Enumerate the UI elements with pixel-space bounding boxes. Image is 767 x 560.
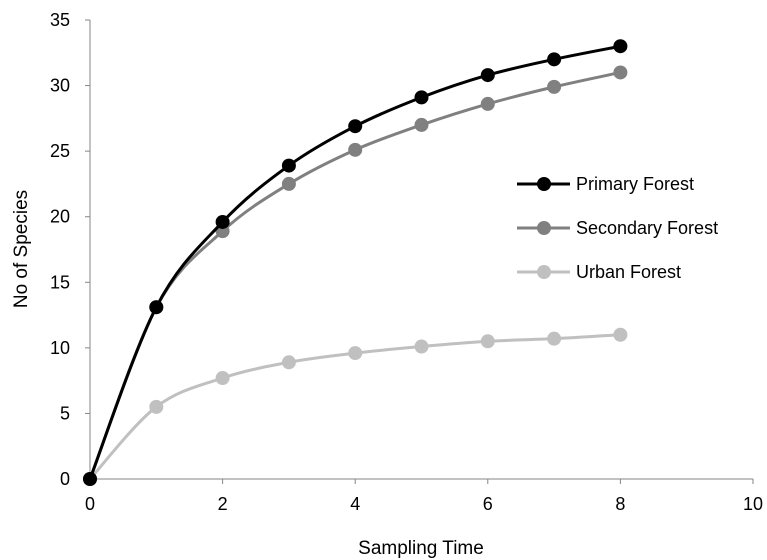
axes (89, 20, 753, 480)
y-tick-label: 35 (50, 10, 70, 30)
data-point-primary-forest (149, 300, 164, 315)
series-line-primary-forest (88, 44, 621, 480)
legend-item-urban-forest: Urban Forest (517, 262, 681, 282)
y-tick-label: 5 (60, 403, 70, 423)
data-point-primary-forest (547, 52, 562, 67)
x-tick-label: 2 (218, 494, 228, 514)
series-primary-forest (83, 39, 628, 486)
data-point-urban-forest (348, 346, 363, 361)
x-tick-label: 4 (350, 494, 360, 514)
series-urban-forest (83, 327, 628, 486)
legend-item-secondary-forest: Secondary Forest (517, 218, 718, 238)
data-point-secondary-forest (348, 142, 363, 157)
y-tick-label: 30 (50, 76, 70, 96)
y-tick-label: 15 (50, 272, 70, 292)
data-point-primary-forest (613, 39, 628, 54)
data-point-primary-forest (281, 158, 296, 173)
x-tick-label: 10 (743, 494, 763, 514)
data-point-urban-forest (215, 371, 230, 386)
y-tick-label: 0 (60, 469, 70, 489)
data-point-secondary-forest (414, 117, 429, 132)
data-point-urban-forest (414, 339, 429, 354)
legend-item-primary-forest: Primary Forest (517, 174, 694, 194)
data-point-secondary-forest (281, 176, 296, 191)
data-point-primary-forest (480, 68, 495, 83)
y-ticks: 0 5 10 15 20 25 30 35 (50, 10, 90, 489)
data-point-urban-forest (547, 331, 562, 346)
data-point-urban-forest (613, 327, 628, 342)
legend-swatch-marker (537, 177, 551, 191)
data-point-primary-forest (215, 214, 230, 229)
data-point-urban-forest (149, 399, 164, 414)
legend-swatch-marker (537, 221, 551, 235)
legend-label: Primary Forest (576, 174, 694, 194)
series-lines (83, 39, 628, 486)
x-tick-label: 0 (85, 494, 95, 514)
y-tick-label: 10 (50, 338, 70, 358)
legend-label: Secondary Forest (576, 218, 718, 238)
data-point-secondary-forest (480, 96, 495, 111)
data-point-secondary-forest (613, 65, 628, 80)
data-point-primary-forest (414, 90, 429, 105)
y-tick-label: 20 (50, 207, 70, 227)
data-point-secondary-forest (547, 79, 562, 94)
y-tick-label: 25 (50, 141, 70, 161)
x-axis-title: Sampling Time (358, 538, 484, 559)
data-point-primary-forest (83, 472, 97, 486)
legend-swatch-marker (537, 265, 551, 279)
y-axis-title: No of Species (11, 190, 32, 308)
data-point-urban-forest (281, 355, 296, 370)
legend-label: Urban Forest (576, 262, 681, 282)
x-ticks: 0 2 4 6 8 10 (85, 479, 763, 514)
x-tick-label: 6 (483, 494, 493, 514)
x-tick-label: 8 (615, 494, 625, 514)
legend: Primary Forest Secondary Forest Urban Fore… (517, 174, 718, 282)
data-point-urban-forest (480, 334, 495, 349)
data-point-primary-forest (348, 119, 363, 134)
